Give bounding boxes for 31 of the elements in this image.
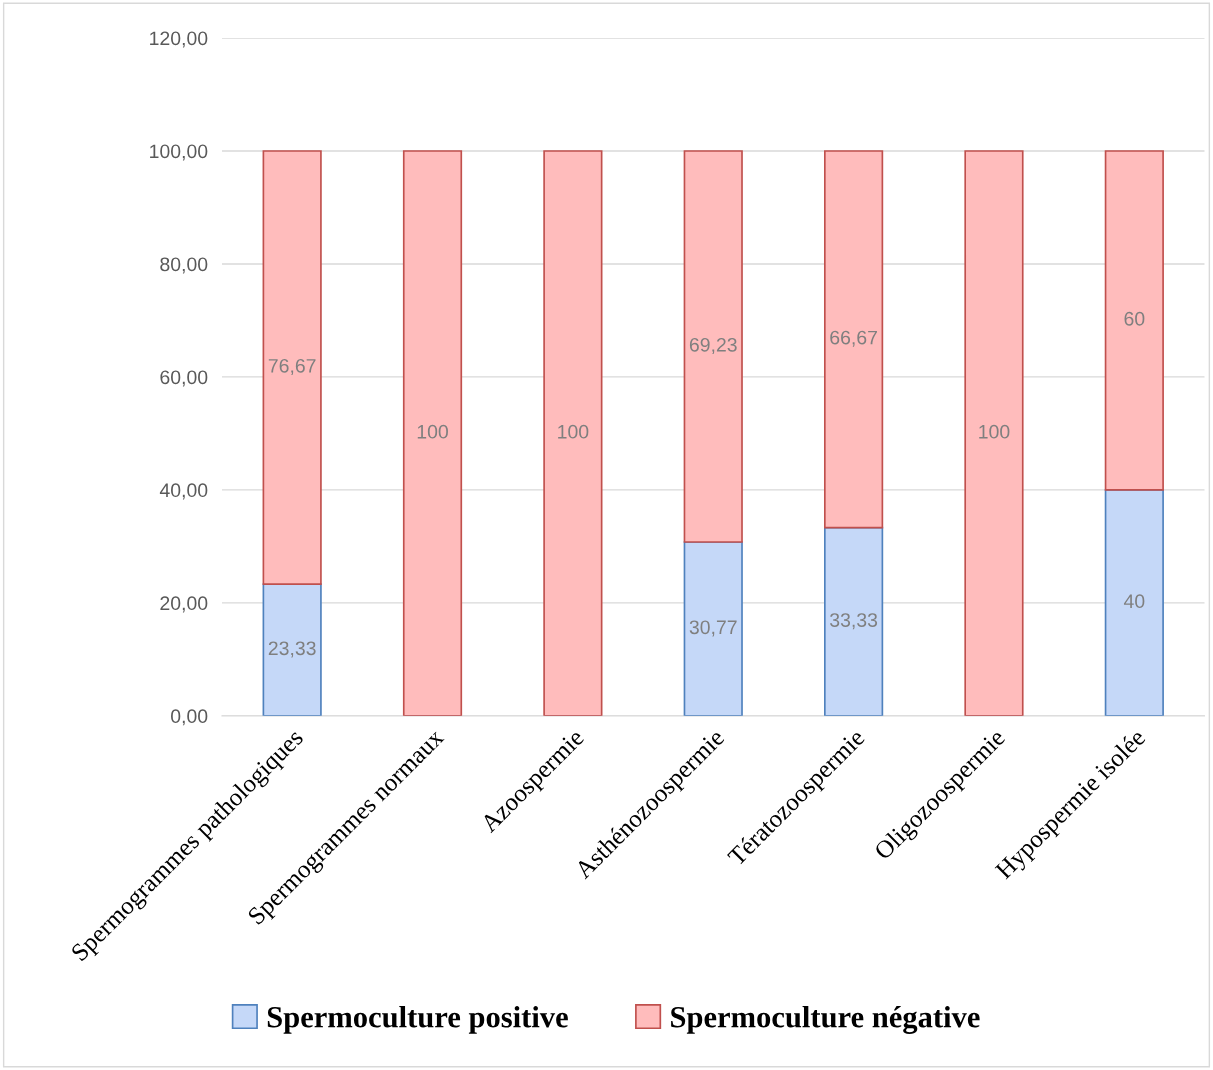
y-tick-label: 20,00 xyxy=(160,596,208,613)
bar xyxy=(402,150,463,716)
data-label: 100 xyxy=(558,424,589,439)
data-label: 100 xyxy=(417,424,448,439)
data-label: 69,23 xyxy=(689,337,737,355)
bar xyxy=(823,526,884,716)
y-tick-label: 0,00 xyxy=(171,709,208,726)
bar xyxy=(964,150,1024,716)
y-tick-label: 60,00 xyxy=(160,370,208,387)
bar xyxy=(823,150,884,529)
data-label: 40 xyxy=(1123,594,1145,609)
data-label: 23,33 xyxy=(268,641,316,658)
bar xyxy=(262,583,322,716)
bar xyxy=(683,541,743,716)
y-tick-label: 40,00 xyxy=(159,483,208,500)
legend-label: Spermoculture positive xyxy=(267,1005,568,1034)
y-tick-label: 80,00 xyxy=(160,257,208,274)
data-label: 76,67 xyxy=(268,358,316,376)
data-label: 66,67 xyxy=(830,330,877,347)
bar xyxy=(262,150,322,585)
data-label: 30,77 xyxy=(689,620,737,637)
data-label: 100 xyxy=(979,424,1010,439)
data-label: 60 xyxy=(1124,311,1145,326)
y-tick-label: 120,00 xyxy=(150,31,208,48)
y-tick-label: 100,00 xyxy=(150,144,208,161)
bar xyxy=(543,150,603,716)
data-label: 33,33 xyxy=(830,613,878,630)
bar xyxy=(1104,150,1164,491)
legend-label: Spermoculture négative xyxy=(671,1005,980,1034)
bar xyxy=(683,150,743,543)
bar xyxy=(1104,489,1164,716)
